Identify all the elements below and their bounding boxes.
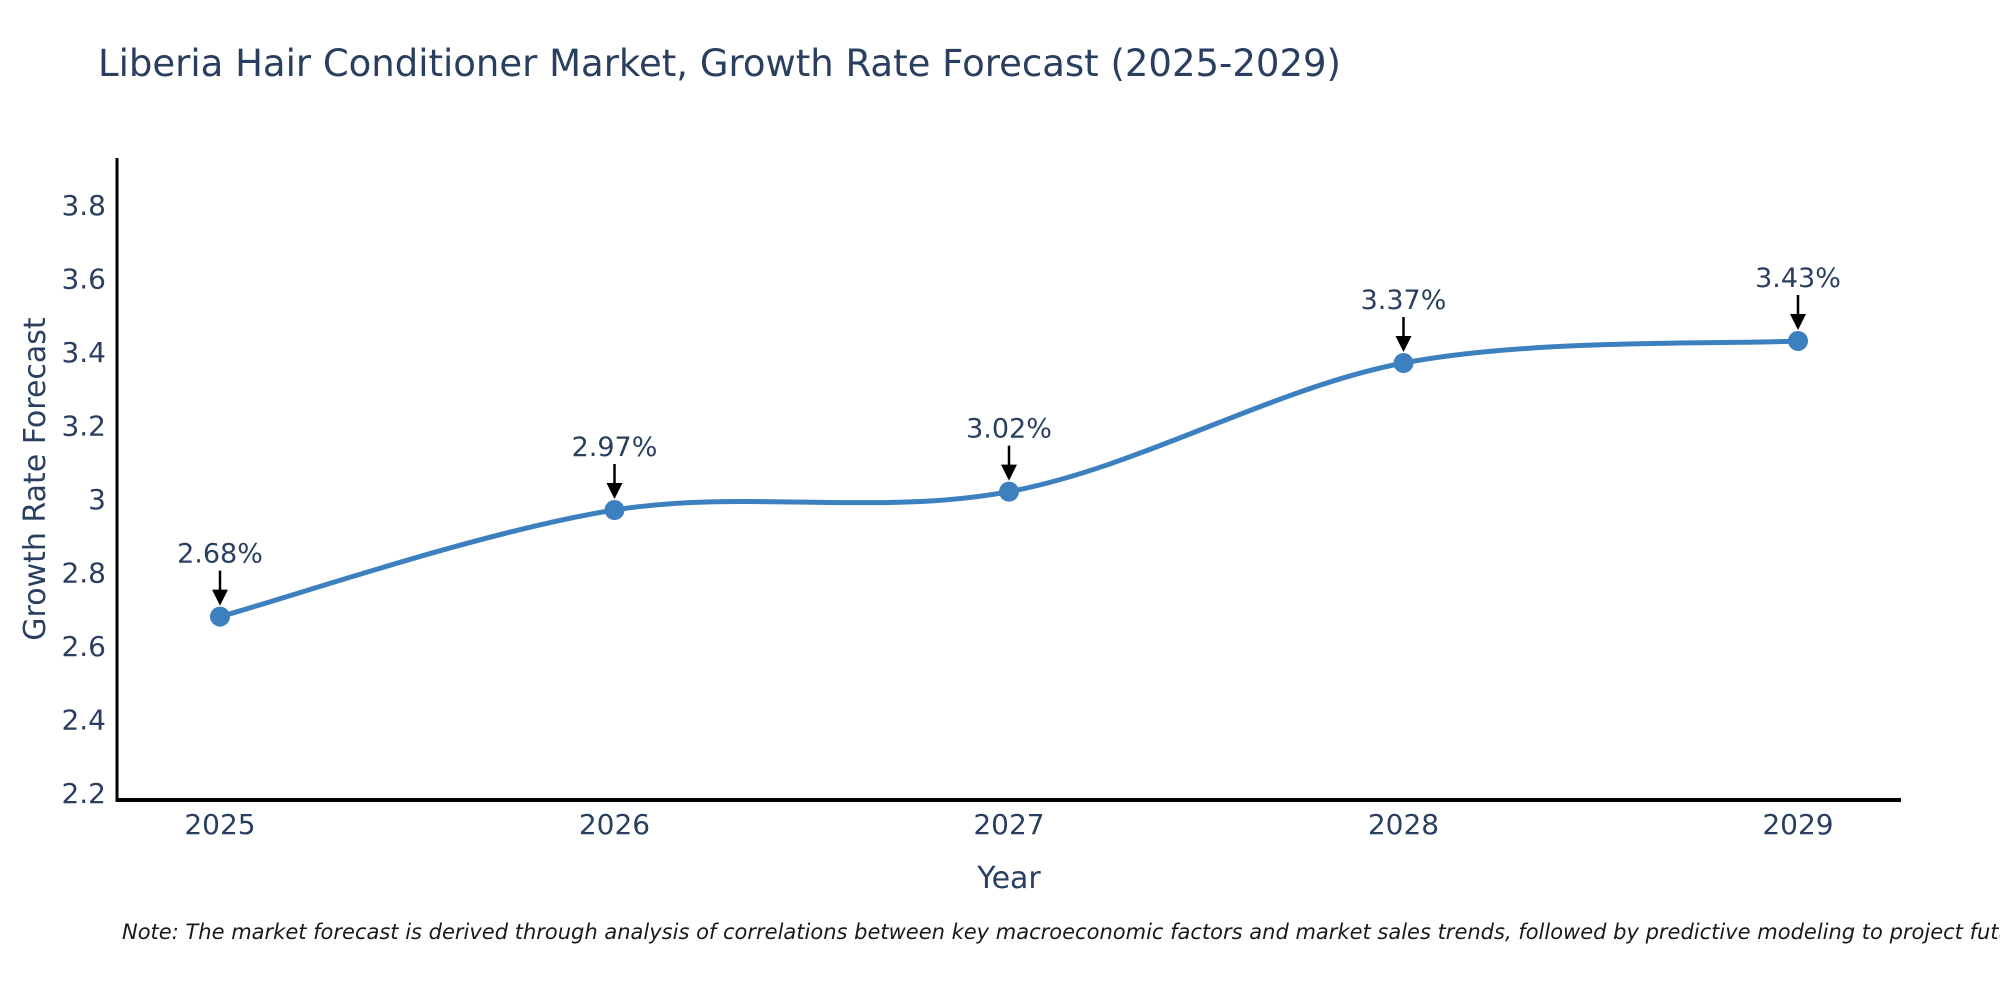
data-point-marker — [1788, 330, 1808, 351]
y-tick-label: 3.2 — [61, 410, 106, 443]
y-tick-label: 3.6 — [61, 263, 106, 296]
y-tick-label: 3 — [88, 483, 106, 516]
footnote-text: Note: The market forecast is derived thr… — [122, 920, 2000, 944]
x-tick-label: 2029 — [1762, 808, 1833, 841]
annotation-label: 3.37% — [1361, 285, 1447, 316]
annotation-arrowhead — [606, 483, 623, 500]
y-tick-label: 3.4 — [61, 336, 106, 369]
x-tick-label: 2028 — [1368, 808, 1439, 841]
data-point-marker — [604, 500, 625, 521]
y-tick-label: 3.8 — [61, 189, 106, 222]
annotation-label: 3.43% — [1755, 263, 1841, 294]
data-point-marker — [210, 606, 230, 627]
annotation-label: 3.02% — [966, 414, 1052, 445]
annotation-arrowhead — [212, 589, 228, 606]
annotation-arrowhead — [1395, 336, 1412, 353]
data-point-marker — [1393, 353, 1414, 374]
x-axis-title: Year — [976, 861, 1041, 896]
y-tick-label: 2.2 — [61, 777, 106, 810]
y-tick-label: 2.4 — [61, 704, 106, 737]
chart-title: Liberia Hair Conditioner Market, Growth … — [98, 42, 1341, 85]
annotation-arrowhead — [1001, 464, 1017, 481]
y-tick-label: 2.6 — [61, 630, 106, 663]
annotation-label: 2.97% — [572, 432, 658, 463]
x-tick-label: 2025 — [184, 808, 255, 841]
y-tick-label: 2.8 — [61, 557, 106, 590]
y-axis-title: Growth Rate Forecast — [18, 317, 53, 641]
annotation-label: 2.68% — [177, 539, 263, 570]
x-tick-label: 2026 — [579, 808, 650, 841]
data-point-marker — [999, 481, 1019, 502]
x-tick-label: 2027 — [973, 808, 1044, 841]
annotation-arrowhead — [1790, 313, 1806, 330]
